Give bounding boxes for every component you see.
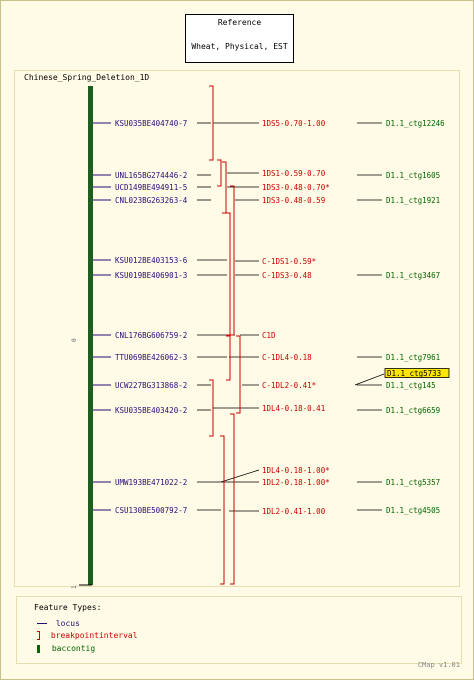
locus-label: KSU019BE406901-3 (115, 271, 187, 280)
locus-line-icon (37, 623, 47, 624)
locus-marker[interactable]: UCW227BG313868-2 (93, 381, 187, 390)
contig-bar-icon (37, 644, 40, 653)
breakpoint-label[interactable]: 1DL2-0.18-1.00* (262, 478, 330, 487)
breakpoint-label[interactable]: 1DL4-0.18-0.41 (262, 404, 325, 413)
contig-label[interactable]: D1.1_ctg1605 (386, 171, 440, 180)
breakpoint-label[interactable]: 1DS5-0.70-1.00 (262, 119, 326, 128)
breakpoint-label[interactable]: 1DL4-0.18-1.00* (262, 466, 330, 475)
contig-label[interactable]: D1.1_ctg6659 (386, 406, 440, 415)
bracket-c1dl2 (236, 335, 241, 414)
locus-marker[interactable]: KSU012BE403153-6 (93, 256, 188, 265)
bracket-1ds3-070 (222, 161, 227, 214)
axis-end-label: 1 (71, 585, 78, 589)
breakpoint-brackets (209, 85, 241, 585)
locus-label: CNL023BG263263-4 (115, 196, 188, 205)
locus-marker[interactable]: TTU069BE426062-3 (93, 353, 187, 362)
contig-label[interactable]: D1.1_ctg12246 (386, 119, 445, 128)
contig-label[interactable]: D1.1_ctg5357 (386, 478, 440, 487)
bracket-1ds5 (209, 85, 214, 161)
locus-marker[interactable]: KSU035BE404740-7 (93, 119, 187, 128)
reference-subtitle: Wheat, Physical, EST (191, 42, 288, 51)
breakpoint-label[interactable]: 1DL2-0.41-1.00 (262, 507, 326, 516)
contig-label[interactable]: D1.1_ctg145 (386, 381, 436, 390)
locus-label: UCW227BG313868-2 (115, 381, 187, 390)
reference-box: Reference Wheat, Physical, EST (185, 14, 294, 63)
version-footer: CMap v1.01 (417, 661, 460, 669)
locus-label: TTU069BE426062-3 (115, 353, 187, 362)
breakpoint-label[interactable]: 1DS3-0.48-0.70* (262, 183, 330, 192)
locus-marker[interactable]: UMW193BE471022-2 (93, 478, 187, 487)
locus-label: UMW193BE471022-2 (115, 478, 187, 487)
contig-label[interactable]: D1.1_ctg1921 (386, 196, 440, 205)
locus-label: KSU035BE404740-7 (115, 119, 187, 128)
bracket-c1dl4 (226, 335, 231, 381)
contig-highlight (384, 368, 450, 378)
legend-label: breakpointinterval (50, 631, 138, 640)
locus-marker[interactable]: CSU130BE500792-7 (93, 506, 187, 515)
breakpoint-label[interactable]: C-1DL4-0.18 (262, 353, 312, 362)
breakpoint-label[interactable]: C-1DL2-0.41* (262, 381, 316, 390)
locus-label: CNL176BG606759-2 (115, 331, 187, 340)
locus-marker[interactable]: CNL023BG263263-4 (93, 196, 188, 205)
locus-label: UCD149BE494911-5 (115, 183, 187, 192)
breakpoint-label[interactable]: C1D (262, 331, 276, 340)
locus-marker[interactable]: UCD149BE494911-5 (93, 183, 187, 192)
locus-label: UNL165BG274446-2 (115, 171, 187, 180)
locus-marker[interactable]: UNL165BG274446-2 (93, 171, 187, 180)
breakpoint-label[interactable]: 1DS3-0.48-0.59 (262, 196, 325, 205)
bracket-icon (37, 631, 40, 640)
bracket-1ds1 (217, 159, 222, 187)
breakpoint-labels: 1DS5-0.70-1.00 1DS1-0.59-0.70 1DS3-0.48-… (262, 119, 330, 516)
legend: Feature Types: locus breakpointinterval … (16, 596, 462, 664)
legend-item-contig: baccontig (37, 644, 95, 653)
locus-label: CSU130BE500792-7 (115, 506, 187, 515)
legend-item-locus: locus (37, 619, 80, 628)
map-title[interactable]: Chinese_Spring_Deletion_1D (24, 73, 149, 82)
contig-connectors (354, 122, 385, 511)
bracket-1ds3-059 (230, 185, 235, 336)
legend-label: baccontig (51, 644, 96, 653)
locus-label: KSU012BE403153-6 (115, 256, 188, 265)
contig-label[interactable]: D1.1_ctg4505 (386, 506, 440, 515)
bracket-c1ds1 (226, 212, 231, 336)
chromosome-bar[interactable] (88, 86, 93, 585)
breakpoint-label[interactable]: 1DS1-0.59-0.70 (262, 169, 326, 178)
legend-label: locus (55, 619, 80, 628)
legend-item-breakpoint: breakpointinterval (37, 631, 138, 640)
reference-title: Reference (217, 18, 262, 27)
bracket-1dl2-100 (230, 413, 235, 585)
loci-layer: KSU035BE404740-7 UNL165BG274446-2 UCD149… (93, 119, 188, 515)
contig-labels: D1.1_ctg12246 D1.1_ctg1605 D1.1_ctg1921 … (386, 119, 445, 515)
bracket-1dl4-100 (220, 435, 225, 585)
locus-label: KSU035BE403420-2 (115, 406, 187, 415)
contig-label[interactable]: D1.1_ctg3467 (386, 271, 440, 280)
legend-title: Feature Types: (34, 603, 102, 612)
locus-marker[interactable]: KSU035BE403420-2 (93, 406, 187, 415)
breakpoint-label[interactable]: C-1DS3-0.48 (262, 271, 312, 280)
bracket-1dl4-041 (209, 379, 214, 437)
breakpoint-label[interactable]: C-1DS1-0.59* (262, 257, 316, 266)
locus-marker[interactable]: KSU019BE406901-3 (93, 271, 187, 280)
contig-label[interactable]: D1.1_ctg7961 (386, 353, 440, 362)
contig-label-highlighted[interactable]: D1.1_ctg5733 (387, 369, 441, 378)
axis-start-label: 0 (71, 338, 78, 342)
locus-marker[interactable]: CNL176BG606759-2 (93, 331, 187, 340)
